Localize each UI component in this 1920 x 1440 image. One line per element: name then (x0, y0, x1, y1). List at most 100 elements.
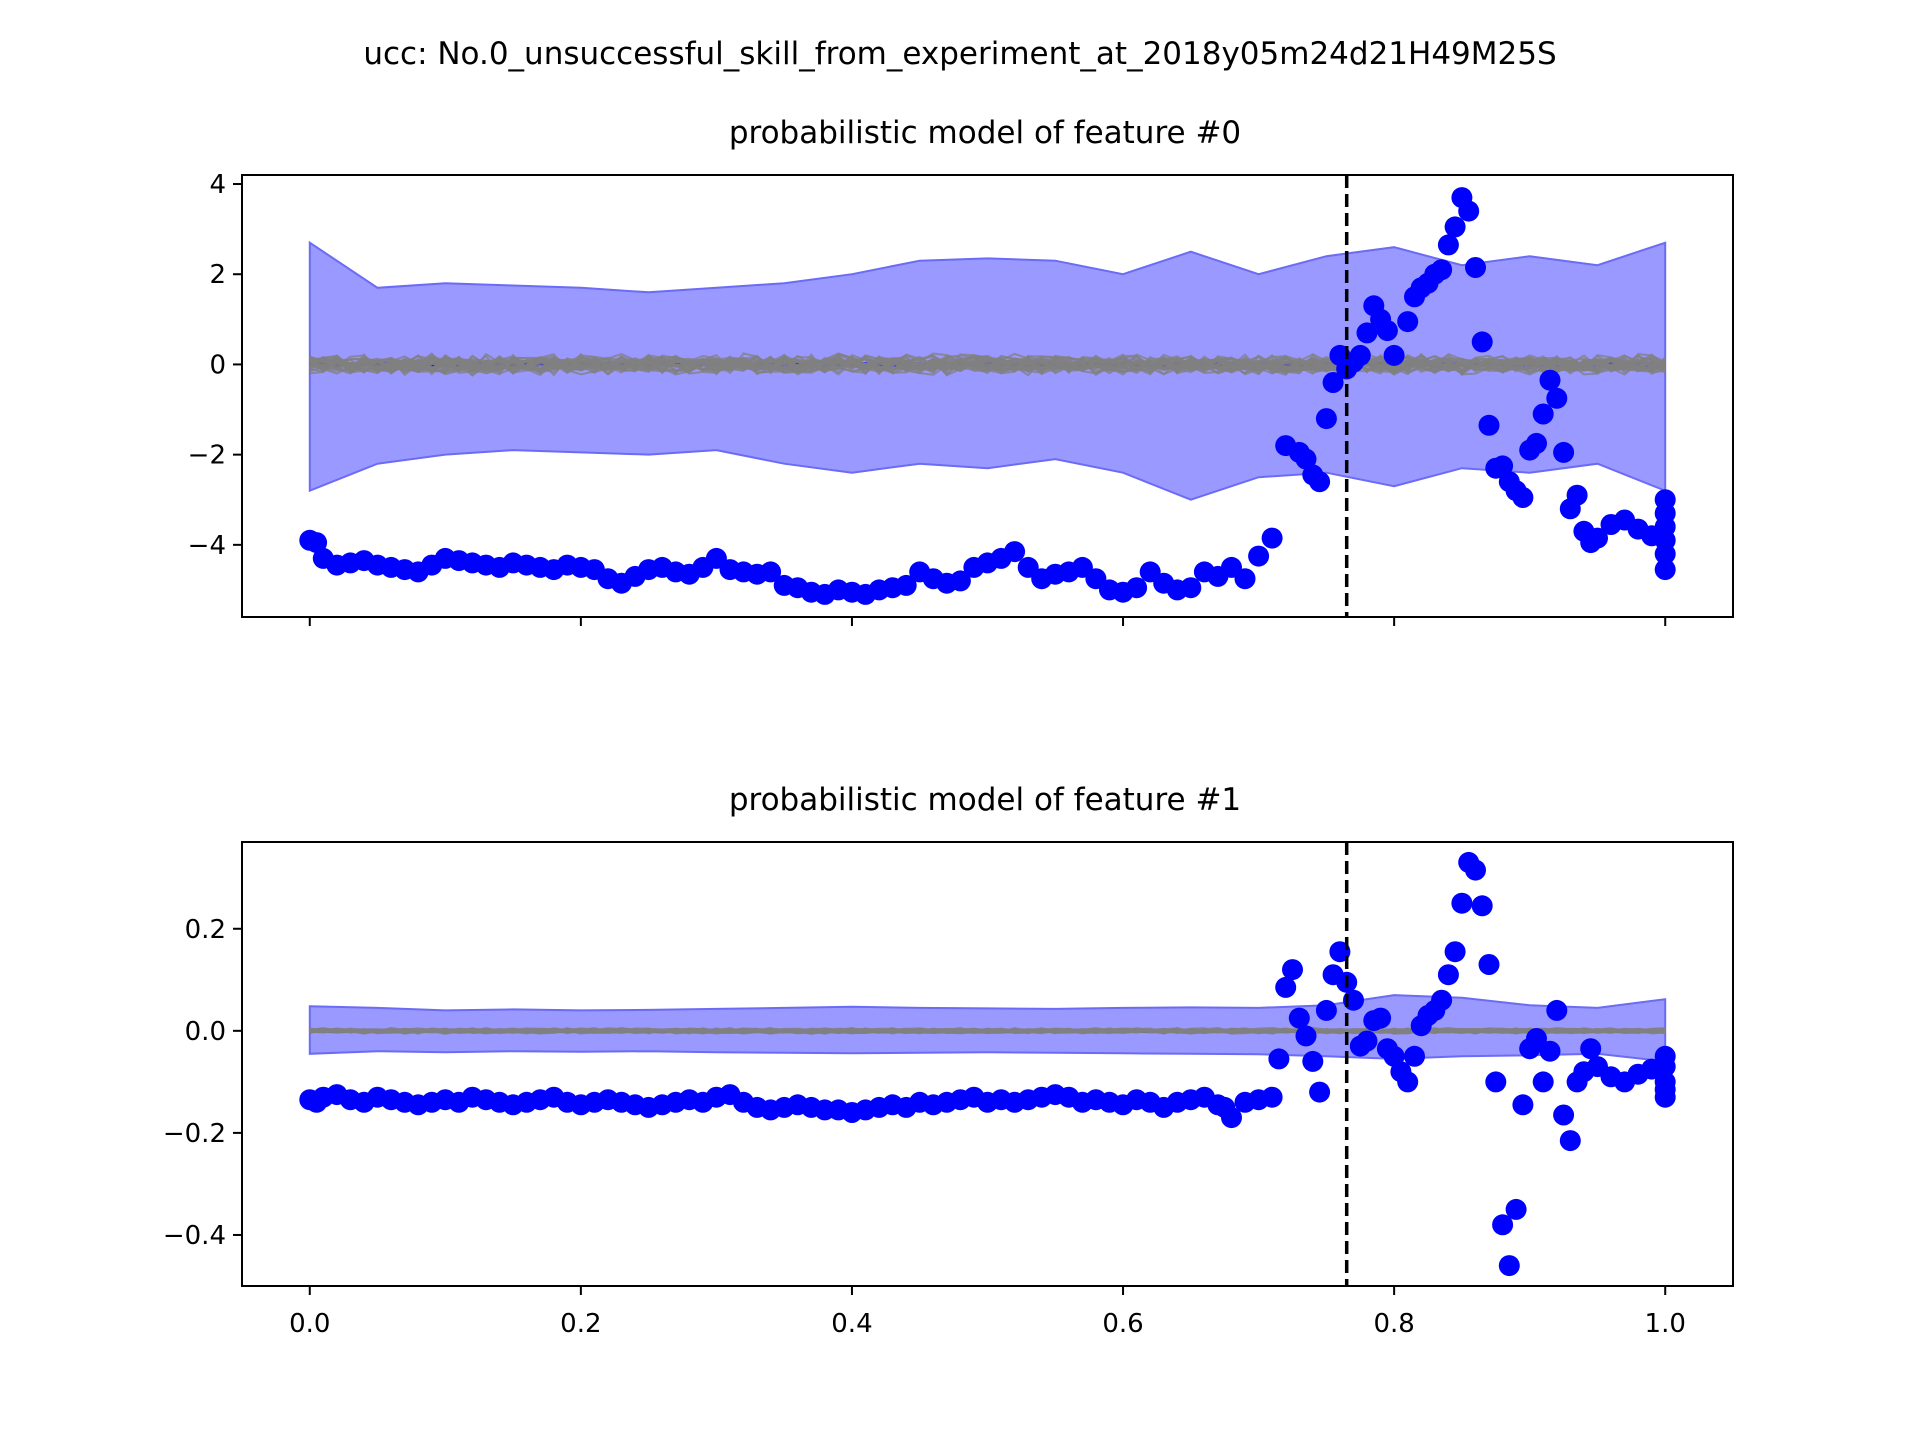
observed-point (949, 570, 971, 592)
observed-point (1315, 408, 1337, 430)
observed-point (1221, 1107, 1242, 1129)
y-tick-label: 2 (209, 260, 226, 290)
observed-point (760, 561, 782, 583)
observed-point (1566, 484, 1588, 506)
observed-point (1539, 1040, 1561, 1062)
axes-frame-0 (241, 174, 1734, 618)
observed-point (1437, 234, 1459, 256)
y-tick-label: 0.2 (185, 915, 226, 945)
observed-point (1532, 1071, 1554, 1093)
figure-suptitle: ucc: No.0_unsuccessful_skill_from_experi… (363, 36, 1556, 72)
observed-point (1485, 1071, 1507, 1093)
observed-point (1126, 577, 1148, 599)
observed-point (1471, 895, 1493, 917)
observed-point (1356, 1030, 1378, 1052)
observed-point (1471, 331, 1493, 353)
observed-point (1654, 559, 1676, 581)
panel-feature-1: probabilistic model of feature #1 −0.4 −0… (163, 782, 1734, 1339)
observed-point (1512, 487, 1534, 508)
panel-0-title: probabilistic model of feature #0 (729, 115, 1241, 151)
observed-point (1654, 1056, 1676, 1078)
sample-trajectory (309, 1027, 1666, 1035)
observed-point (1248, 545, 1270, 567)
x-tick-label: 0.6 (1102, 1309, 1143, 1339)
observed-point (1465, 257, 1486, 278)
observed-point (1478, 414, 1500, 436)
y-tick-label: −0.4 (163, 1221, 226, 1251)
observed-point (1492, 1214, 1514, 1236)
observed-point (1004, 541, 1026, 563)
plot-area-0 (299, 175, 1676, 617)
observed-point (1431, 259, 1453, 281)
observed-point (1356, 322, 1378, 344)
x-tick-label: 0.4 (831, 1309, 872, 1339)
y-tick-label: 0.0 (185, 1017, 226, 1047)
observed-point (1383, 344, 1405, 366)
observed-point (1370, 1007, 1392, 1029)
observed-point (1587, 527, 1608, 549)
y-tick-label: 0 (209, 350, 226, 380)
observed-point (1580, 1038, 1602, 1060)
observed-point (1654, 1086, 1676, 1108)
sample-trajectories-0 (309, 352, 1666, 377)
observed-point (1559, 1130, 1581, 1152)
observed-point (1526, 432, 1547, 454)
observed-point (1492, 455, 1514, 477)
observed-point (1315, 999, 1337, 1021)
observed-point (1478, 954, 1500, 975)
panel-feature-0: probabilistic model of feature #0 −4 −2 0 2… (188, 115, 1734, 626)
observed-point (1546, 387, 1568, 409)
observed-point (1553, 441, 1575, 463)
observed-points-1 (299, 851, 1676, 1277)
observed-point (1654, 543, 1676, 565)
observed-point (1295, 448, 1317, 470)
observed-point (1268, 1048, 1290, 1070)
y-tick-label: −4 (188, 531, 226, 561)
observed-point (1444, 216, 1466, 238)
y-tick-label: 4 (209, 170, 226, 200)
axes-frame-1 (241, 841, 1734, 1287)
observed-point (1309, 471, 1331, 493)
observed-point (1465, 859, 1486, 881)
observed-point (895, 574, 917, 596)
observed-point (1180, 577, 1202, 599)
observed-point (1512, 1094, 1534, 1116)
observed-point (1234, 568, 1256, 590)
observed-point (1397, 1071, 1419, 1093)
observed-point (1302, 1050, 1324, 1072)
observed-point (1397, 311, 1419, 333)
observed-points-0 (299, 187, 1676, 605)
observed-point (1261, 527, 1283, 549)
sample-trajectory (309, 354, 1666, 376)
x-tick-label: 1.0 (1645, 1309, 1686, 1339)
observed-point (1349, 344, 1371, 366)
observed-point (1282, 959, 1303, 981)
observed-point (1376, 320, 1398, 342)
observed-point (1539, 369, 1561, 391)
x-tick-label: 0.8 (1373, 1309, 1414, 1339)
observed-point (1532, 403, 1554, 425)
observed-point (1458, 200, 1480, 222)
observed-point (1404, 1045, 1425, 1067)
x-tick-label: 0.0 (289, 1309, 330, 1339)
panel-1-title: probabilistic model of feature #1 (729, 782, 1241, 818)
observed-point (1526, 1028, 1547, 1049)
observed-point (1546, 999, 1568, 1021)
sample-trajectories-1 (309, 1026, 1666, 1035)
observed-point (1288, 1007, 1310, 1029)
y-tick-label: −0.2 (163, 1119, 226, 1149)
observed-point (1444, 941, 1466, 963)
observed-point (1309, 1081, 1331, 1103)
observed-point (1295, 1025, 1317, 1047)
y-tick-label: −2 (188, 441, 226, 471)
observed-point (1498, 1255, 1520, 1277)
plot-area-1 (299, 842, 1676, 1286)
observed-point (1275, 976, 1297, 998)
observed-point (1322, 372, 1344, 393)
observed-point (1451, 892, 1473, 914)
observed-point (1437, 964, 1459, 986)
observed-point (1431, 989, 1453, 1011)
observed-point (1261, 1086, 1283, 1108)
